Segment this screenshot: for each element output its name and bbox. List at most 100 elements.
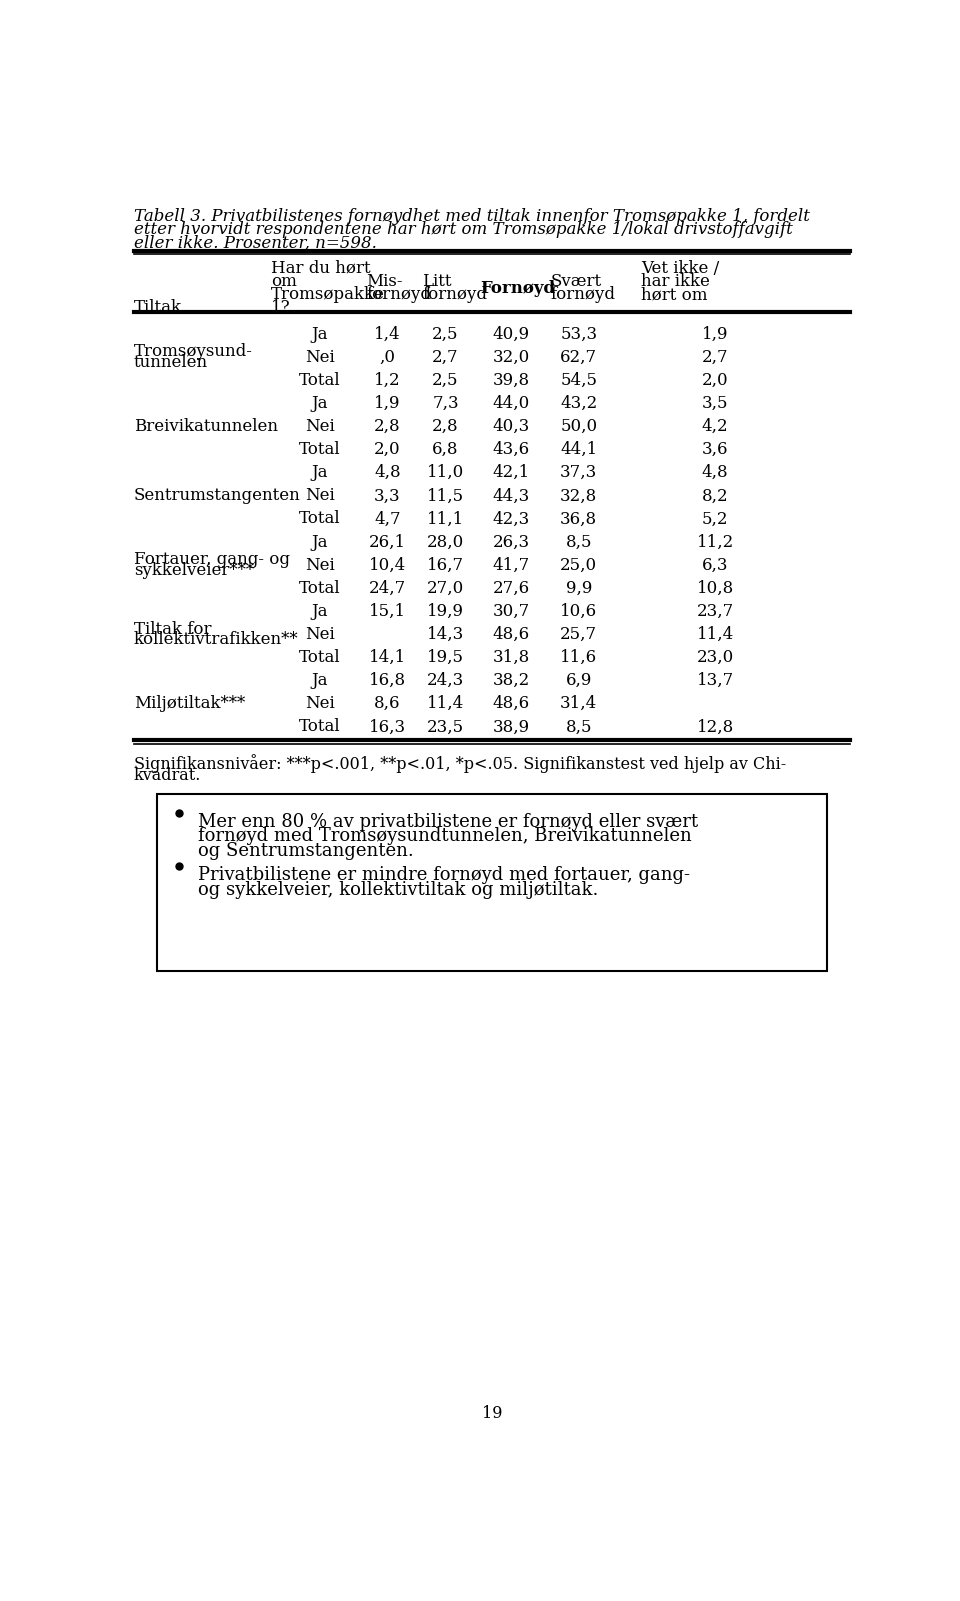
- Text: 6,8: 6,8: [432, 442, 459, 458]
- Text: Ja: Ja: [312, 533, 328, 551]
- Text: etter hvorvidt respondentene har hørt om Tromsøpakke 1/lokal drivstoffavgift: etter hvorvidt respondentene har hørt om…: [134, 221, 793, 239]
- Text: 62,7: 62,7: [561, 349, 597, 365]
- Text: 32,8: 32,8: [561, 487, 597, 504]
- Text: 42,1: 42,1: [492, 464, 530, 482]
- Text: 27,6: 27,6: [492, 580, 530, 597]
- Text: Tiltak: Tiltak: [134, 299, 182, 315]
- Text: 23,5: 23,5: [427, 719, 464, 735]
- Text: 37,3: 37,3: [561, 464, 597, 482]
- Text: 25,0: 25,0: [561, 557, 597, 573]
- Text: 43,6: 43,6: [492, 442, 530, 458]
- Text: 40,3: 40,3: [492, 418, 530, 435]
- Text: 11,6: 11,6: [561, 648, 597, 666]
- Text: 28,0: 28,0: [427, 533, 464, 551]
- Text: 8,5: 8,5: [565, 533, 592, 551]
- Text: 19,5: 19,5: [427, 648, 464, 666]
- Text: 3,5: 3,5: [702, 395, 729, 411]
- Text: 40,9: 40,9: [492, 325, 530, 343]
- Text: 41,7: 41,7: [492, 557, 530, 573]
- Text: Nei: Nei: [305, 695, 335, 712]
- Text: 48,6: 48,6: [492, 695, 530, 712]
- Text: 11,0: 11,0: [427, 464, 464, 482]
- Text: 31,4: 31,4: [561, 695, 597, 712]
- Text: kvadrat.: kvadrat.: [134, 767, 202, 784]
- Text: Tromsøpakke: Tromsøpakke: [271, 287, 385, 303]
- Text: 10,6: 10,6: [561, 604, 597, 620]
- Text: 3,6: 3,6: [702, 442, 729, 458]
- Text: 14,1: 14,1: [369, 648, 406, 666]
- Text: Fortauer, gang- og: Fortauer, gang- og: [134, 551, 290, 568]
- Text: 4,8: 4,8: [374, 464, 400, 482]
- Text: 26,3: 26,3: [492, 533, 530, 551]
- Text: 19: 19: [482, 1404, 502, 1422]
- Text: 38,9: 38,9: [492, 719, 530, 735]
- Text: 2,7: 2,7: [432, 349, 459, 365]
- Text: tunnelen: tunnelen: [134, 354, 208, 371]
- Text: 1?: 1?: [271, 299, 291, 315]
- Text: 53,3: 53,3: [561, 325, 597, 343]
- Text: Total: Total: [300, 648, 341, 666]
- Text: Tiltak for: Tiltak for: [134, 621, 211, 637]
- Text: 23,0: 23,0: [697, 648, 733, 666]
- Text: Nei: Nei: [305, 557, 335, 573]
- Text: Nei: Nei: [305, 418, 335, 435]
- Text: 2,0: 2,0: [374, 442, 400, 458]
- Text: fornøyd med Tromsøysundtunnelen, Breivikatunnelen: fornøyd med Tromsøysundtunnelen, Breivik…: [198, 828, 691, 845]
- Text: Litt: Litt: [422, 272, 452, 290]
- Text: 36,8: 36,8: [561, 511, 597, 527]
- Text: Mis-: Mis-: [367, 272, 403, 290]
- Text: 50,0: 50,0: [561, 418, 597, 435]
- Text: 31,8: 31,8: [492, 648, 530, 666]
- Text: 6,3: 6,3: [702, 557, 729, 573]
- Text: 2,7: 2,7: [702, 349, 729, 365]
- Text: 4,2: 4,2: [702, 418, 729, 435]
- Text: 44,1: 44,1: [561, 442, 597, 458]
- Text: 1,9: 1,9: [374, 395, 400, 411]
- Text: 24,7: 24,7: [369, 580, 406, 597]
- Text: 8,6: 8,6: [374, 695, 400, 712]
- Text: 15,1: 15,1: [369, 604, 406, 620]
- Text: 11,4: 11,4: [697, 626, 733, 644]
- Text: 30,7: 30,7: [492, 604, 530, 620]
- Text: 10,8: 10,8: [697, 580, 733, 597]
- Text: Tromsøysund-: Tromsøysund-: [134, 343, 252, 360]
- Text: fornøyd: fornøyd: [367, 287, 431, 303]
- Text: 8,5: 8,5: [565, 719, 592, 735]
- Text: om: om: [271, 272, 297, 290]
- Text: 39,8: 39,8: [492, 371, 530, 389]
- Text: Tabell 3. Privatbilistenes fornøydhet med tiltak innenfor Tromsøpakke 1, fordelt: Tabell 3. Privatbilistenes fornøydhet me…: [134, 208, 810, 224]
- Text: 14,3: 14,3: [427, 626, 464, 644]
- Text: 4,7: 4,7: [374, 511, 400, 527]
- Text: 25,7: 25,7: [561, 626, 597, 644]
- Text: 2,8: 2,8: [374, 418, 400, 435]
- Text: sykkelveier***: sykkelveier***: [134, 562, 254, 580]
- Text: 38,2: 38,2: [492, 672, 530, 688]
- Text: eller ikke. Prosenter, n=598.: eller ikke. Prosenter, n=598.: [134, 235, 377, 253]
- Text: 11,4: 11,4: [427, 695, 464, 712]
- Text: Nei: Nei: [305, 487, 335, 504]
- Text: 44,3: 44,3: [492, 487, 530, 504]
- Text: Breivikatunnelen: Breivikatunnelen: [134, 418, 278, 435]
- Text: 9,9: 9,9: [565, 580, 592, 597]
- Text: 19,9: 19,9: [427, 604, 464, 620]
- Text: 4,8: 4,8: [702, 464, 729, 482]
- Text: 27,0: 27,0: [427, 580, 464, 597]
- Text: 2,5: 2,5: [432, 325, 459, 343]
- Text: 16,7: 16,7: [427, 557, 464, 573]
- Text: 11,1: 11,1: [427, 511, 464, 527]
- Text: 11,5: 11,5: [427, 487, 464, 504]
- Text: Total: Total: [300, 442, 341, 458]
- Text: og sykkelveier, kollektivtiltak og miljøtiltak.: og sykkelveier, kollektivtiltak og miljø…: [198, 881, 598, 898]
- Text: 1,4: 1,4: [374, 325, 400, 343]
- Text: Ja: Ja: [312, 604, 328, 620]
- Text: 44,0: 44,0: [492, 395, 530, 411]
- Text: 42,3: 42,3: [492, 511, 530, 527]
- Text: 26,1: 26,1: [369, 533, 406, 551]
- Text: Ja: Ja: [312, 325, 328, 343]
- Text: Miljøtiltak***: Miljøtiltak***: [134, 695, 245, 712]
- Text: hørt om: hørt om: [641, 287, 708, 303]
- Text: Nei: Nei: [305, 349, 335, 365]
- Text: Ja: Ja: [312, 395, 328, 411]
- Text: fornøyd: fornøyd: [550, 287, 615, 303]
- Text: Mer enn 80 % av privatbilistene er fornøyd eller svært: Mer enn 80 % av privatbilistene er fornø…: [198, 813, 698, 831]
